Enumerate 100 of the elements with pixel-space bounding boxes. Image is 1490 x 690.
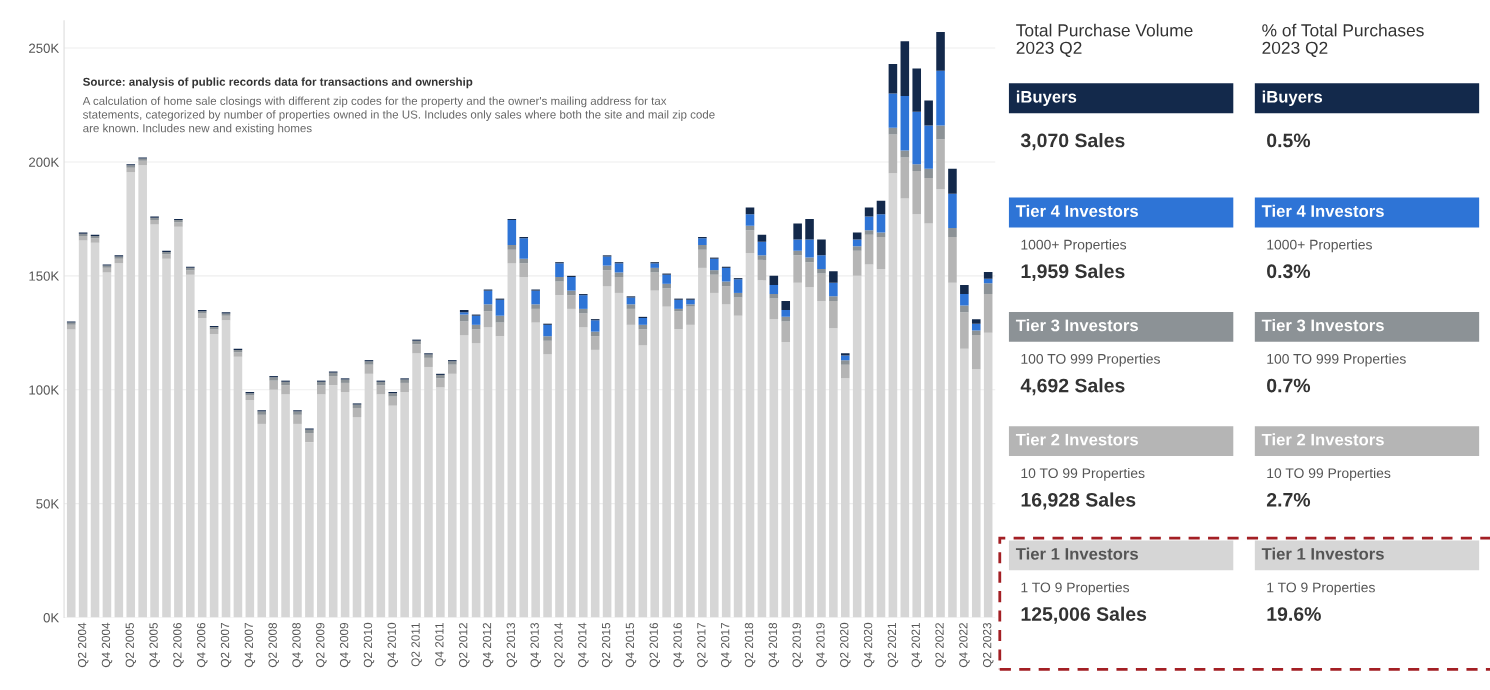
bar (650, 290, 660, 618)
bar (852, 275, 862, 618)
bar (388, 405, 398, 618)
bar (793, 250, 802, 256)
bar (305, 429, 314, 434)
x-tick-label: Q4 2016 (673, 622, 684, 668)
x-tick-label: Q4 2022 (959, 623, 970, 668)
bar (412, 340, 421, 345)
bar (781, 300, 791, 311)
x-tick-label: Q2 2021 (887, 622, 899, 668)
bar (257, 423, 267, 618)
bar (805, 262, 814, 288)
x-tick-label: Q4 2017 (721, 623, 732, 668)
bar (674, 311, 683, 330)
bar (805, 287, 814, 618)
x-tick-label: Q2 2019 (792, 622, 803, 668)
bar (840, 353, 850, 356)
bar (471, 315, 481, 325)
bar (793, 282, 802, 618)
bar (138, 165, 147, 618)
bar (66, 329, 76, 618)
x-tick-label: Q4 2007 (244, 623, 256, 668)
bar (876, 269, 886, 618)
bar (317, 385, 326, 395)
bar (209, 333, 219, 618)
bar (971, 319, 981, 324)
x-tick-label: Q2 2005 (125, 622, 137, 668)
bar (852, 239, 862, 247)
text: 0.7% (1267, 378, 1311, 393)
text: 100 TO 999 Properties (1267, 353, 1406, 367)
bar (626, 304, 636, 309)
bar (162, 254, 171, 259)
bar (281, 381, 290, 386)
bar (912, 214, 922, 618)
bar (519, 276, 529, 618)
bar (233, 352, 243, 357)
bar (900, 95, 910, 151)
bar (376, 385, 386, 395)
bar (483, 311, 493, 328)
y-tick-label: 50K (36, 499, 60, 509)
bar (971, 335, 981, 370)
x-tick-label: Q4 2018 (768, 622, 780, 668)
bar (757, 255, 767, 260)
bar (340, 392, 350, 618)
bar (543, 324, 552, 337)
bar (507, 245, 517, 250)
bar (793, 223, 802, 240)
bar (686, 324, 695, 618)
x-tick-label: Q4 2010 (387, 622, 399, 668)
bar (817, 269, 826, 274)
bar (769, 298, 779, 320)
bar (888, 93, 898, 128)
bar (852, 250, 862, 276)
bar (948, 282, 957, 618)
bar (876, 237, 886, 270)
bar (912, 164, 922, 172)
bar (733, 297, 743, 316)
category-label: iBuyers (1262, 90, 1323, 107)
bar (150, 220, 159, 225)
bar (924, 177, 933, 224)
bar (912, 111, 922, 165)
bar (757, 259, 767, 281)
bar (662, 283, 671, 289)
bar (971, 369, 981, 618)
bar (555, 295, 564, 618)
bar (162, 258, 171, 618)
text: 1,959 Sales (1021, 263, 1125, 281)
bar (579, 295, 588, 309)
bar (257, 414, 267, 424)
x-tick-label: Q4 2011 (435, 622, 446, 667)
bar (638, 329, 648, 346)
text: 100 TO 999 Properties (1021, 353, 1160, 367)
text: 0.3% (1267, 264, 1311, 279)
text: 125,006 Sales (1021, 606, 1147, 624)
bar (626, 308, 636, 325)
bar (614, 292, 624, 618)
category-label: iBuyers (1016, 90, 1077, 107)
bar (876, 214, 886, 233)
bar (888, 173, 898, 618)
bar (567, 295, 576, 309)
bar (852, 246, 862, 251)
bar (436, 378, 445, 388)
bar (221, 320, 231, 618)
x-tick-label: Q4 2015 (625, 622, 637, 668)
bar (614, 276, 624, 293)
bar (78, 235, 88, 241)
bar (567, 308, 576, 618)
bar (174, 226, 183, 618)
bar (686, 306, 695, 325)
text: 2.7% (1266, 492, 1311, 507)
bar (793, 255, 802, 283)
bar (983, 294, 993, 333)
bar (459, 335, 469, 618)
bar (126, 167, 136, 173)
bar (698, 245, 707, 250)
bar (471, 329, 481, 344)
bar (948, 168, 957, 194)
bar (519, 238, 529, 259)
bar (960, 294, 969, 306)
bar (471, 343, 481, 618)
